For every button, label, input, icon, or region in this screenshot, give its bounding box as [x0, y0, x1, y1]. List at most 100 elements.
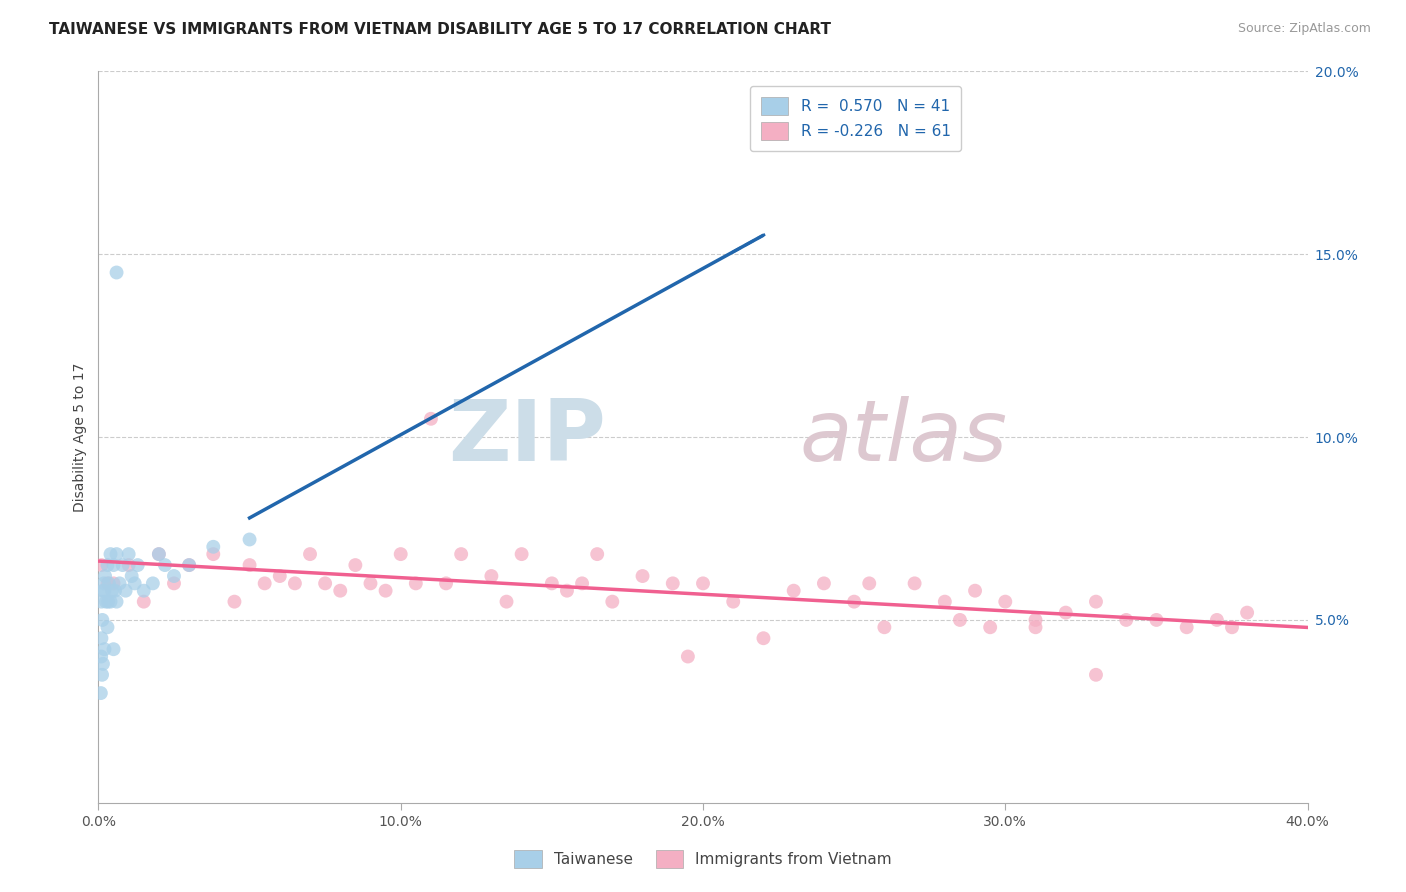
Point [105, 594, 128, 608]
Point [93, 576, 115, 591]
Point [93, 583, 115, 598]
Point [124, 576, 146, 591]
Point [114, 583, 136, 598]
Point [163, 576, 186, 591]
Point [1206, 613, 1229, 627]
Point [132, 594, 155, 608]
Point [91, 583, 114, 598]
Point [202, 540, 225, 554]
Point [202, 547, 225, 561]
Point [450, 547, 472, 561]
Point [1085, 594, 1108, 608]
Point [405, 576, 427, 591]
Point [676, 649, 699, 664]
Point [100, 547, 122, 561]
Point [329, 583, 352, 598]
Point [239, 533, 262, 547]
Point [1220, 620, 1243, 634]
Point [979, 620, 1001, 634]
Point [127, 558, 149, 573]
Point [389, 547, 412, 561]
Point [90, 686, 112, 700]
Point [374, 583, 396, 598]
Text: atlas: atlas [800, 395, 1008, 479]
Point [100, 594, 122, 608]
Point [103, 558, 125, 573]
Point [101, 583, 124, 598]
Legend: Taiwanese, Immigrants from Vietnam: Taiwanese, Immigrants from Vietnam [506, 843, 900, 875]
Point [142, 576, 165, 591]
Point [434, 576, 457, 591]
Point [224, 594, 246, 608]
Point [994, 594, 1017, 608]
Point [97, 594, 120, 608]
Point [108, 576, 131, 591]
Point [239, 558, 262, 573]
Point [752, 632, 775, 646]
Point [723, 594, 745, 608]
Point [1054, 606, 1077, 620]
Legend: R =  0.570   N = 41, R = -0.226   N = 61: R = 0.570 N = 41, R = -0.226 N = 61 [751, 87, 962, 151]
Point [269, 569, 291, 583]
Y-axis label: Disability Age 5 to 17: Disability Age 5 to 17 [73, 362, 87, 512]
Text: Source: ZipAtlas.com: Source: ZipAtlas.com [1237, 22, 1371, 36]
Point [904, 576, 927, 591]
Point [510, 547, 533, 561]
Point [163, 569, 186, 583]
Point [105, 547, 128, 561]
Point [105, 266, 128, 280]
Point [94, 594, 117, 608]
Point [90, 649, 112, 664]
Point [934, 594, 956, 608]
Point [179, 558, 201, 573]
Point [118, 558, 141, 573]
Point [91, 657, 114, 671]
Point [1024, 613, 1046, 627]
Point [96, 558, 118, 573]
Point [571, 576, 593, 591]
Point [104, 583, 127, 598]
Point [179, 558, 201, 573]
Point [1144, 613, 1167, 627]
Point [420, 412, 443, 426]
Point [148, 547, 170, 561]
Point [540, 576, 562, 591]
Text: TAIWANESE VS IMMIGRANTS FROM VIETNAM DISABILITY AGE 5 TO 17 CORRELATION CHART: TAIWANESE VS IMMIGRANTS FROM VIETNAM DIS… [49, 22, 831, 37]
Point [602, 594, 624, 608]
Point [344, 558, 367, 573]
Point [299, 547, 322, 561]
Point [98, 576, 121, 591]
Point [1236, 606, 1258, 620]
Point [90, 632, 112, 646]
Point [284, 576, 307, 591]
Point [481, 569, 503, 583]
Point [949, 613, 972, 627]
Point [844, 594, 866, 608]
Point [965, 583, 987, 598]
Point [858, 576, 880, 591]
Point [555, 583, 578, 598]
Point [783, 583, 806, 598]
Point [631, 569, 654, 583]
Point [813, 576, 835, 591]
Point [90, 594, 112, 608]
Point [495, 594, 517, 608]
Point [121, 569, 143, 583]
Point [1085, 667, 1108, 681]
Point [96, 576, 118, 591]
Point [1024, 620, 1046, 634]
Point [118, 547, 141, 561]
Point [1175, 620, 1198, 634]
Point [90, 558, 112, 573]
Point [103, 642, 125, 657]
Point [253, 576, 276, 591]
Point [360, 576, 382, 591]
Point [692, 576, 714, 591]
Point [96, 620, 118, 634]
Point [153, 558, 176, 573]
Point [873, 620, 896, 634]
Point [314, 576, 336, 591]
Point [91, 667, 114, 681]
Point [93, 642, 115, 657]
Point [661, 576, 683, 591]
